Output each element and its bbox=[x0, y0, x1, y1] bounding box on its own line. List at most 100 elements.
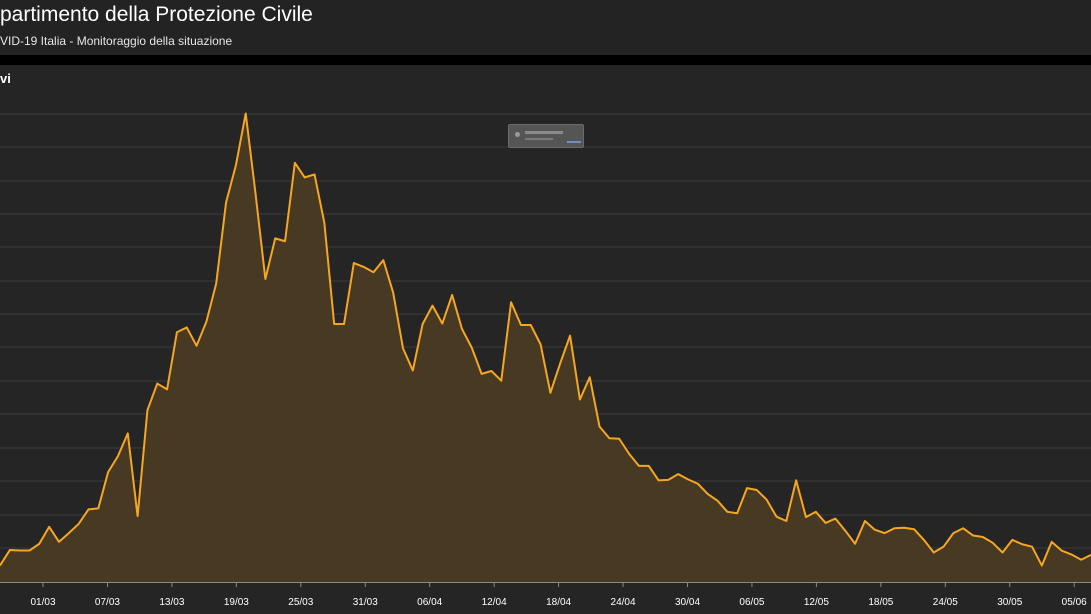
data-point[interactable] bbox=[420, 321, 426, 327]
data-point[interactable] bbox=[597, 424, 603, 430]
data-point[interactable] bbox=[901, 525, 907, 531]
data-point[interactable] bbox=[233, 162, 239, 168]
data-point[interactable] bbox=[17, 548, 23, 554]
data-point[interactable] bbox=[341, 321, 347, 327]
data-point[interactable] bbox=[626, 451, 632, 457]
data-point[interactable] bbox=[292, 160, 298, 166]
data-point[interactable] bbox=[646, 463, 652, 469]
data-point[interactable] bbox=[705, 491, 711, 497]
data-point[interactable] bbox=[125, 430, 131, 436]
data-point[interactable] bbox=[675, 471, 681, 477]
data-point[interactable] bbox=[695, 481, 701, 487]
data-point[interactable] bbox=[606, 435, 612, 441]
data-point[interactable] bbox=[793, 477, 799, 483]
data-point[interactable] bbox=[135, 513, 141, 519]
data-point[interactable] bbox=[872, 527, 878, 533]
data-point[interactable] bbox=[66, 530, 72, 536]
data-point[interactable] bbox=[174, 329, 180, 335]
data-point[interactable] bbox=[253, 191, 259, 197]
data-point[interactable] bbox=[715, 498, 721, 504]
data-point[interactable] bbox=[557, 360, 563, 366]
data-point[interactable] bbox=[764, 497, 770, 503]
data-point[interactable] bbox=[1009, 537, 1015, 543]
data-point[interactable] bbox=[105, 469, 111, 475]
data-point[interactable] bbox=[783, 518, 789, 524]
data-point[interactable] bbox=[941, 544, 947, 550]
data-point[interactable] bbox=[911, 526, 917, 532]
data-point[interactable] bbox=[744, 485, 750, 491]
data-point[interactable] bbox=[665, 477, 671, 483]
data-point[interactable] bbox=[508, 299, 514, 305]
data-point[interactable] bbox=[76, 521, 82, 527]
data-point[interactable] bbox=[567, 333, 573, 339]
data-point[interactable] bbox=[636, 463, 642, 469]
data-point[interactable] bbox=[754, 487, 760, 493]
data-point[interactable] bbox=[439, 321, 445, 327]
data-point[interactable] bbox=[243, 110, 249, 116]
data-point[interactable] bbox=[36, 541, 42, 547]
data-point[interactable] bbox=[194, 343, 200, 349]
data-point[interactable] bbox=[26, 548, 32, 554]
data-point[interactable] bbox=[488, 368, 494, 374]
data-point[interactable] bbox=[154, 381, 160, 387]
data-point[interactable] bbox=[616, 436, 622, 442]
data-point[interactable] bbox=[459, 326, 465, 332]
data-point[interactable] bbox=[56, 539, 62, 545]
data-point[interactable] bbox=[312, 171, 318, 177]
data-point[interactable] bbox=[184, 324, 190, 330]
data-point[interactable] bbox=[852, 541, 858, 547]
data-point[interactable] bbox=[1039, 563, 1045, 569]
data-point[interactable] bbox=[990, 540, 996, 546]
data-point[interactable] bbox=[1029, 544, 1035, 550]
data-point[interactable] bbox=[577, 397, 583, 403]
data-point[interactable] bbox=[1059, 548, 1065, 554]
data-point[interactable] bbox=[400, 345, 406, 351]
data-point[interactable] bbox=[449, 292, 455, 298]
data-point[interactable] bbox=[46, 524, 52, 530]
data-point[interactable] bbox=[823, 520, 829, 526]
data-point[interactable] bbox=[262, 276, 268, 282]
data-point[interactable] bbox=[1000, 549, 1006, 555]
data-point[interactable] bbox=[390, 290, 396, 296]
data-point[interactable] bbox=[331, 321, 337, 327]
data-point[interactable] bbox=[891, 525, 897, 531]
data-point[interactable] bbox=[538, 341, 544, 347]
data-point[interactable] bbox=[144, 407, 150, 413]
data-point[interactable] bbox=[223, 200, 229, 206]
data-point[interactable] bbox=[862, 518, 868, 524]
data-point[interactable] bbox=[213, 280, 219, 286]
data-point[interactable] bbox=[656, 477, 662, 483]
data-point[interactable] bbox=[587, 374, 593, 380]
data-point[interactable] bbox=[302, 174, 308, 180]
data-point[interactable] bbox=[1049, 539, 1055, 545]
data-point[interactable] bbox=[832, 516, 838, 522]
data-point[interactable] bbox=[773, 514, 779, 520]
data-point[interactable] bbox=[410, 367, 416, 373]
data-point[interactable] bbox=[361, 264, 367, 270]
data-point[interactable] bbox=[164, 386, 170, 392]
data-point[interactable] bbox=[724, 509, 730, 515]
data-point[interactable] bbox=[1068, 551, 1074, 557]
data-point[interactable] bbox=[1078, 557, 1084, 563]
data-point[interactable] bbox=[960, 525, 966, 531]
data-point[interactable] bbox=[980, 534, 986, 540]
data-point[interactable] bbox=[528, 322, 534, 328]
data-point[interactable] bbox=[970, 533, 976, 539]
data-point[interactable] bbox=[380, 257, 386, 263]
data-point[interactable] bbox=[7, 547, 13, 553]
data-point[interactable] bbox=[282, 238, 288, 244]
data-point[interactable] bbox=[115, 453, 121, 459]
data-point[interactable] bbox=[469, 345, 475, 351]
data-point[interactable] bbox=[203, 319, 209, 325]
data-point[interactable] bbox=[479, 371, 485, 377]
data-point[interactable] bbox=[1019, 541, 1025, 547]
data-point[interactable] bbox=[429, 303, 435, 309]
data-point[interactable] bbox=[803, 514, 809, 520]
data-point[interactable] bbox=[272, 235, 278, 241]
data-point[interactable] bbox=[931, 549, 937, 555]
data-point[interactable] bbox=[321, 220, 327, 226]
data-point[interactable] bbox=[921, 537, 927, 543]
data-point[interactable] bbox=[882, 530, 888, 536]
data-point[interactable] bbox=[95, 505, 101, 511]
